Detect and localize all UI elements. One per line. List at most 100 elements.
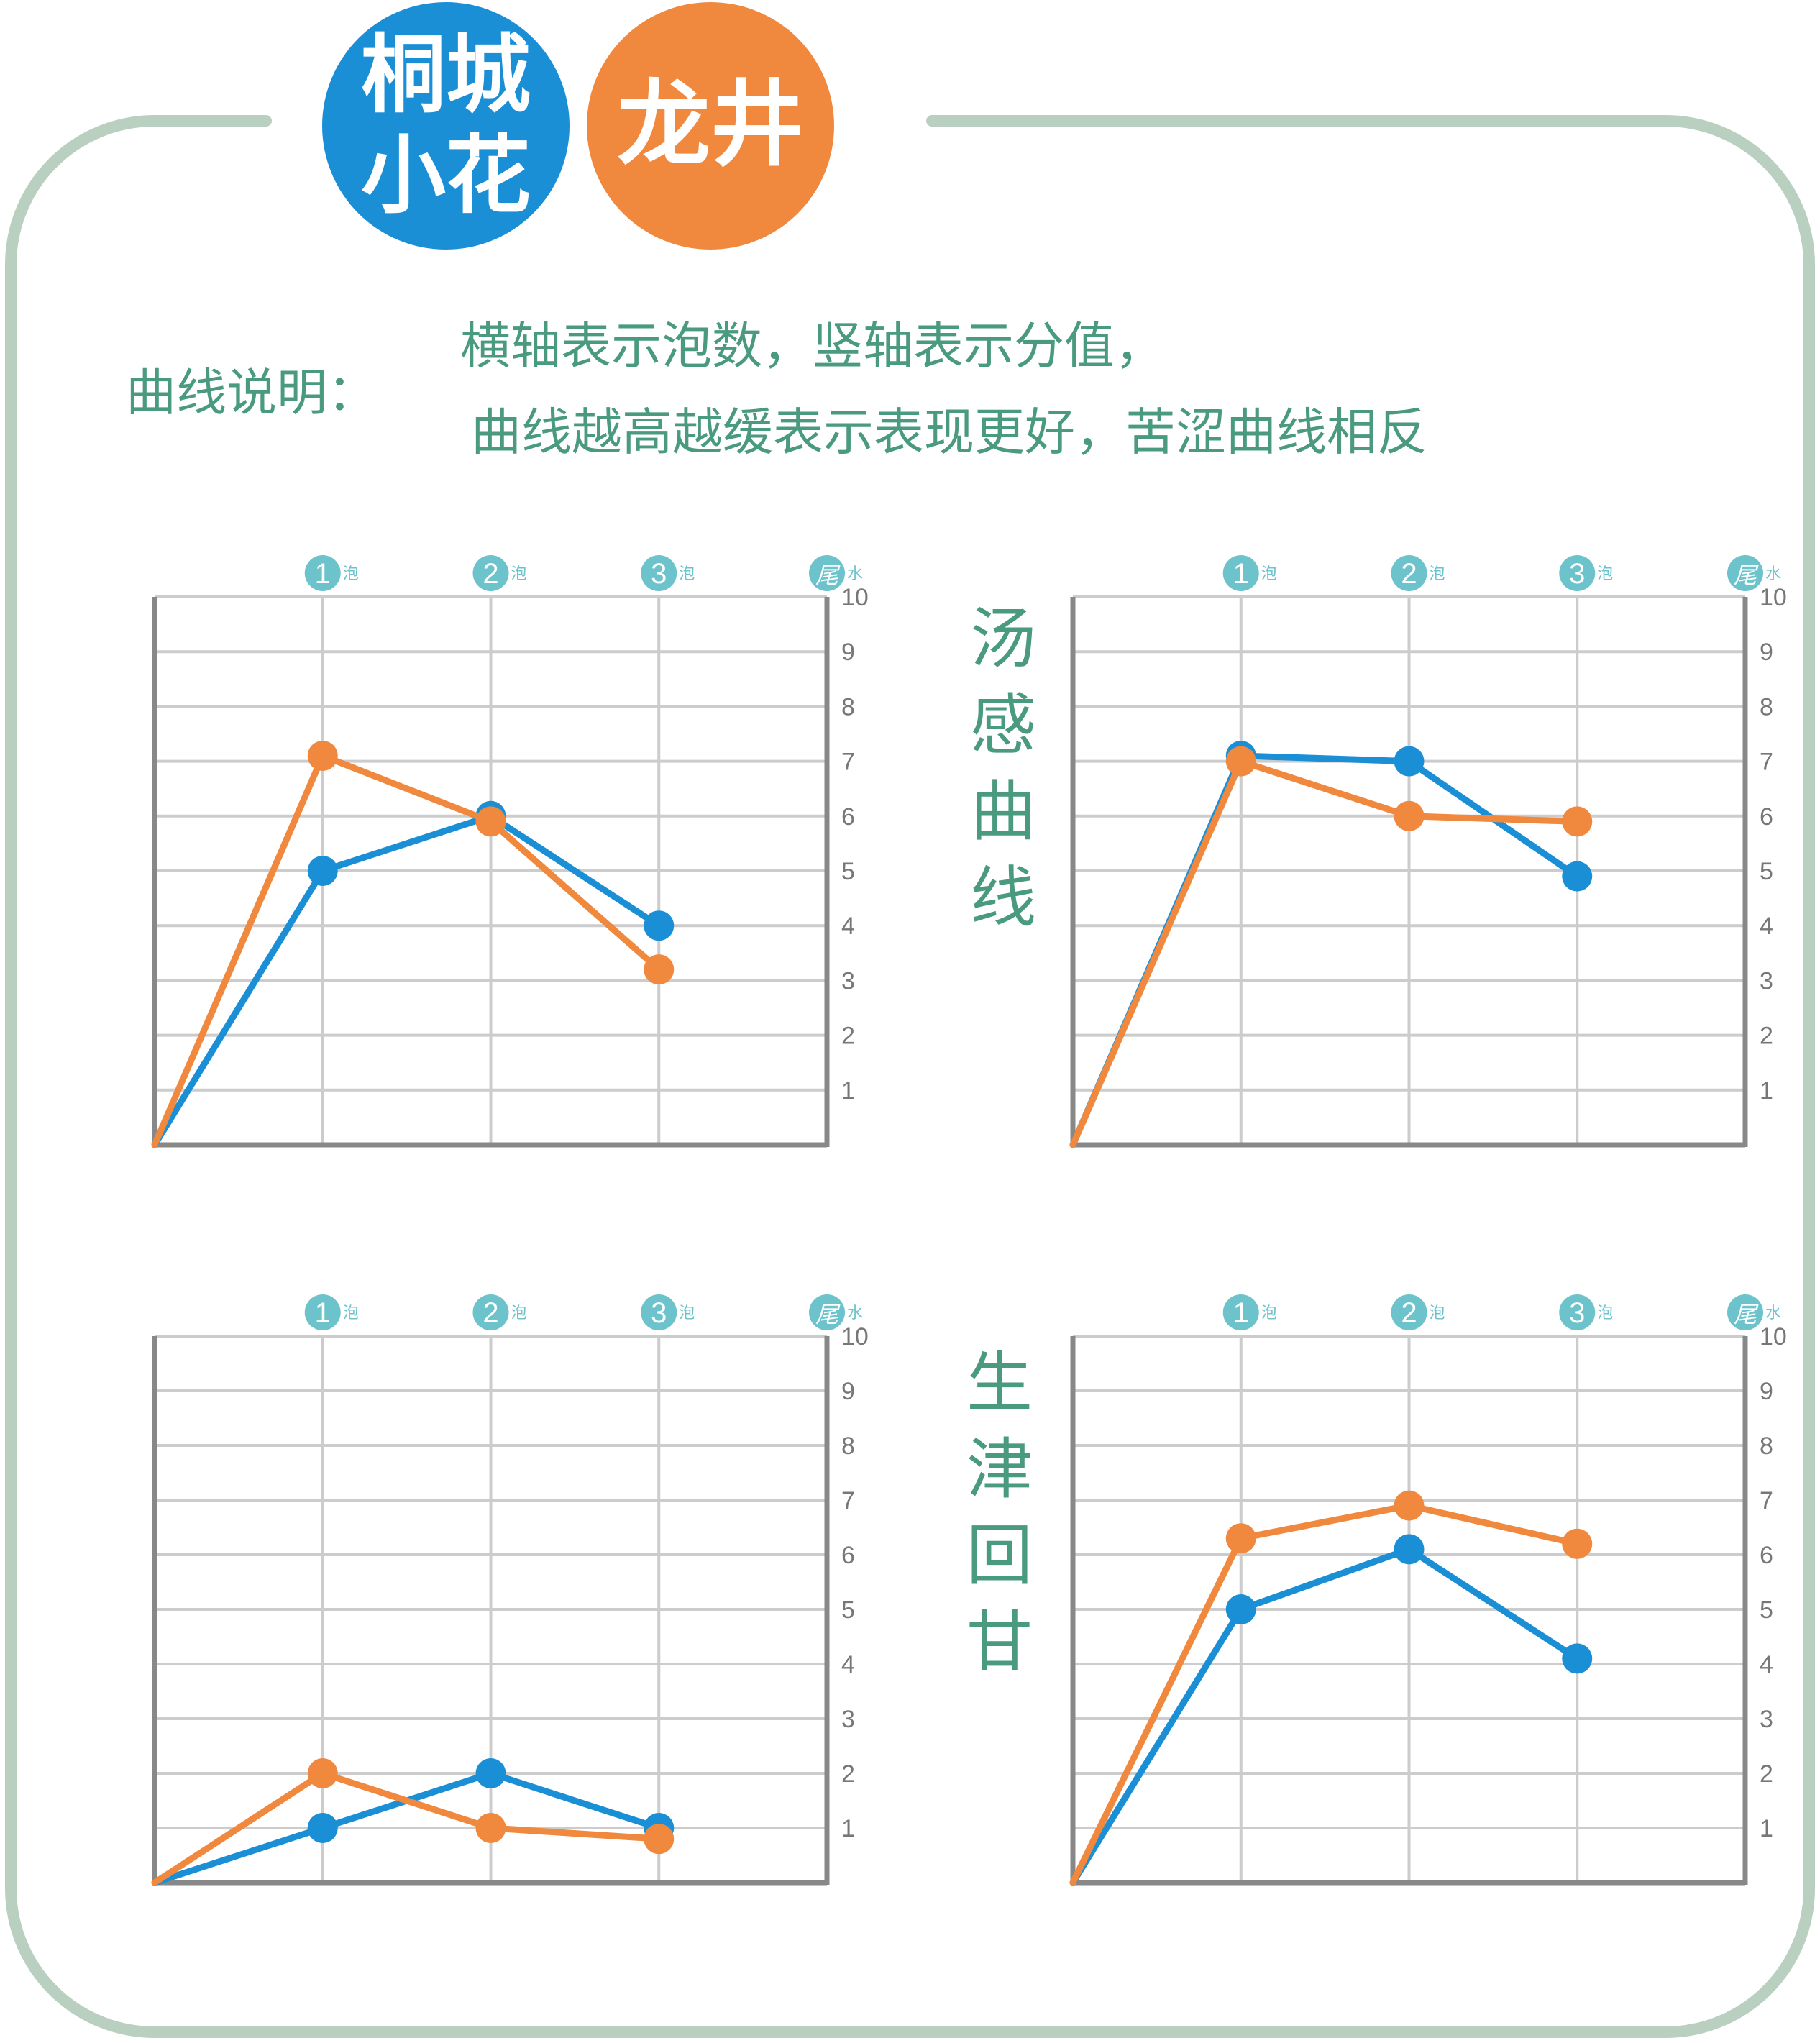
infusion-marker-1 <box>1222 1294 1259 1330</box>
series-2-point-1 <box>307 740 338 771</box>
infusion-marker-1 <box>1222 555 1259 591</box>
side-title-saliva-char-2: 津 <box>966 1431 1033 1508</box>
y-tick-label-10: 10 <box>841 584 869 611</box>
infusion-sub-1: 泡 <box>1261 565 1277 583</box>
infusion-marker-4 <box>1727 555 1763 591</box>
y-tick-label-3: 3 <box>1760 1706 1773 1733</box>
y-tick-label-4: 4 <box>841 913 855 940</box>
y-tick-label-8: 8 <box>1760 1432 1773 1460</box>
infusion-sub-3: 泡 <box>1597 1304 1613 1322</box>
series-2-point-2 <box>1394 1490 1425 1521</box>
infusion-marker-2 <box>1391 555 1427 591</box>
chart-3: 123456789101 泡 2 泡 3 泡尾水 <box>151 1294 869 1886</box>
y-tick-label-6: 6 <box>1760 803 1773 831</box>
side-title-saliva-char-4: 甘 <box>966 1604 1033 1681</box>
y-tick-label-7: 7 <box>841 749 855 776</box>
badge-blue-line2: 小花 <box>361 126 531 225</box>
series-line-2 <box>1069 758 1581 1148</box>
y-tick-label-2: 2 <box>1760 1023 1773 1050</box>
series-1-point-1 <box>307 1813 338 1843</box>
infusion-label-1: 1 <box>315 558 331 590</box>
y-tick-label-4: 4 <box>1760 1651 1773 1678</box>
infusion-label-3: 3 <box>1569 558 1585 590</box>
infusion-marker-4 <box>809 555 845 591</box>
series-line-1 <box>1069 1545 1581 1886</box>
infusion-sub-1: 泡 <box>343 565 359 583</box>
series-1-point-3 <box>1562 1643 1593 1674</box>
infusion-sub-1: 泡 <box>343 1304 359 1322</box>
infusion-marker-3 <box>1559 1294 1596 1330</box>
series-1-point-1 <box>307 856 338 886</box>
infusion-sub-4: 水 <box>1765 565 1781 583</box>
y-tick-label-2: 2 <box>841 1760 855 1788</box>
y-tick-label-1: 1 <box>841 1815 855 1842</box>
y-tick-label-5: 5 <box>1760 858 1773 885</box>
side-title-saliva-char-3: 回 <box>966 1517 1033 1594</box>
infusion-sub-4: 水 <box>1765 1304 1781 1322</box>
badge-orange-text: 龙井 <box>617 70 804 179</box>
infusion-sub-2: 泡 <box>511 565 527 583</box>
infusion-sub-2: 泡 <box>1430 1304 1445 1322</box>
infusion-label-2: 2 <box>1401 1297 1417 1329</box>
y-tick-label-9: 9 <box>1760 639 1773 666</box>
series-1-point-2 <box>1394 746 1425 777</box>
infusion-marker-4 <box>1727 1294 1763 1330</box>
infusion-label-3: 3 <box>651 558 667 590</box>
y-tick-label-7: 7 <box>1760 749 1773 776</box>
infusion-sub-2: 泡 <box>1430 565 1445 583</box>
series-2-point-3 <box>1562 1528 1593 1559</box>
chart-2-soup: 123456789101 泡 2 泡 3 泡尾水 <box>1069 555 1787 1148</box>
infusion-marker-4 <box>809 1294 845 1330</box>
infusion-label-4: 尾 <box>1734 562 1759 589</box>
infusion-label-3: 3 <box>1569 1297 1585 1329</box>
infusion-label-4: 尾 <box>815 562 841 589</box>
series-line-2 <box>151 1770 662 1886</box>
y-tick-label-6: 6 <box>841 803 855 831</box>
infusion-label-3: 3 <box>651 1297 667 1329</box>
y-tick-label-9: 9 <box>841 639 855 666</box>
legend-line1: 横轴表示泡数，竖轴表示分值， <box>460 316 1165 375</box>
series-line-2 <box>1069 1502 1581 1886</box>
infusion-marker-2 <box>472 1294 509 1330</box>
side-title-soup: 汤 感 曲 线 <box>970 600 1036 936</box>
side-title-soup-char-4: 线 <box>970 859 1036 936</box>
series-line-1 <box>1069 752 1581 1148</box>
series-1-point-3 <box>644 910 675 941</box>
infusion-marker-3 <box>1559 555 1596 591</box>
series-1-point-2 <box>1394 1534 1425 1565</box>
legend-line2: 曲线越高越缓表示表现更好，苦涩曲线相反 <box>471 403 1427 462</box>
series-2-point-3 <box>644 954 675 985</box>
side-title-saliva: 生 津 回 甘 <box>966 1345 1033 1681</box>
y-tick-label-10: 10 <box>841 1323 869 1350</box>
y-tick-label-9: 9 <box>841 1378 855 1405</box>
series-1-point-2 <box>475 1758 506 1788</box>
y-tick-label-1: 1 <box>841 1077 855 1105</box>
y-tick-label-2: 2 <box>841 1023 855 1050</box>
series-2-point-1 <box>307 1758 338 1788</box>
y-tick-label-5: 5 <box>1760 1596 1773 1624</box>
legend-label: 曲线说明： <box>126 363 378 422</box>
y-tick-label-8: 8 <box>1760 693 1773 721</box>
series-1-point-1 <box>1225 1594 1256 1624</box>
series-2-point-1 <box>1225 746 1256 777</box>
infusion-marker-3 <box>641 555 677 591</box>
side-title-soup-char-2: 感 <box>970 687 1036 764</box>
infusion-marker-2 <box>1391 1294 1427 1330</box>
infusion-label-1: 1 <box>1233 1297 1249 1329</box>
infusion-label-2: 2 <box>1401 558 1417 590</box>
infusion-label-4: 尾 <box>1734 1301 1759 1328</box>
infusion-label-1: 1 <box>315 1297 331 1329</box>
series-2-point-3 <box>644 1824 675 1855</box>
y-tick-label-5: 5 <box>841 1596 855 1624</box>
infusion-sub-3: 泡 <box>679 1304 695 1322</box>
series-2-point-1 <box>1225 1523 1256 1554</box>
infusion-label-4: 尾 <box>815 1301 841 1328</box>
badge-tongcheng-xiaohua: 桐城 小花 <box>322 2 570 250</box>
y-tick-label-7: 7 <box>1760 1487 1773 1514</box>
infusion-sub-3: 泡 <box>679 565 695 583</box>
series-line-1 <box>151 813 662 1148</box>
y-tick-label-6: 6 <box>841 1542 855 1569</box>
y-tick-label-10: 10 <box>1760 1323 1787 1350</box>
y-tick-label-3: 3 <box>841 967 855 995</box>
y-tick-label-5: 5 <box>841 858 855 885</box>
